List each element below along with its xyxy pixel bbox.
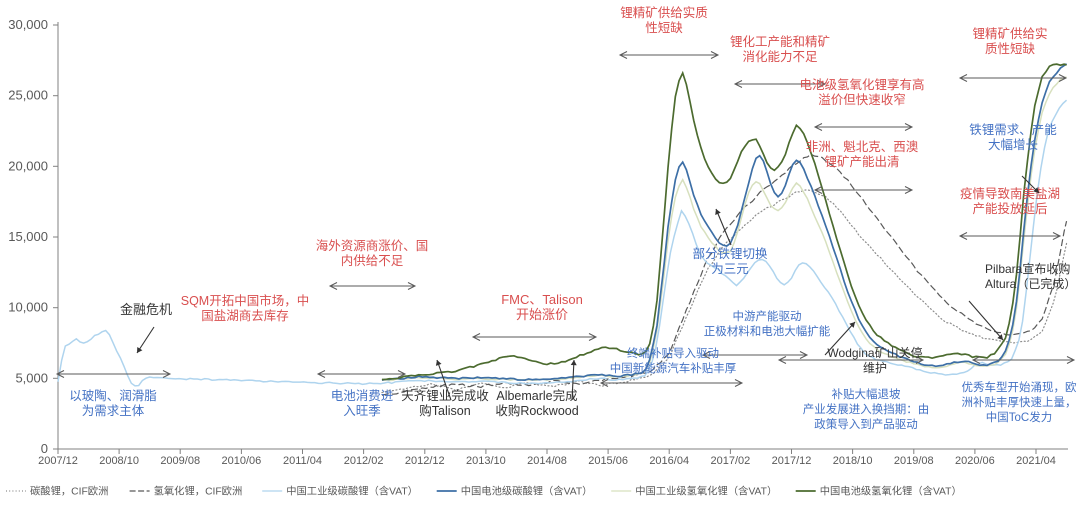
svg-text:FMC、Talison: FMC、Talison <box>501 292 583 307</box>
svg-text:优秀车型开始涌现，欧: 优秀车型开始涌现，欧 <box>962 380 1077 394</box>
svg-text:2017/12: 2017/12 <box>772 455 812 467</box>
svg-text:2007/12: 2007/12 <box>38 455 78 467</box>
svg-text:购Talison: 购Talison <box>419 403 470 418</box>
svg-text:中国电池级氢氧化锂（含VAT）: 中国电池级氢氧化锂（含VAT） <box>820 485 962 498</box>
svg-text:2019/08: 2019/08 <box>894 455 934 467</box>
svg-text:中国新能源汽车补贴丰厚: 中国新能源汽车补贴丰厚 <box>610 361 737 375</box>
svg-text:2016/04: 2016/04 <box>649 455 689 467</box>
svg-text:2009/08: 2009/08 <box>160 455 200 467</box>
svg-text:Pilbara宣布收购: Pilbara宣布收购 <box>985 261 1070 276</box>
svg-text:2013/10: 2013/10 <box>466 455 506 467</box>
svg-text:大幅增长: 大幅增长 <box>988 137 1039 152</box>
svg-text:Wodgina矿山关停: Wodgina矿山关停 <box>827 345 922 360</box>
svg-text:中游产能驱动: 中游产能驱动 <box>733 309 802 323</box>
svg-text:2012/02: 2012/02 <box>344 455 384 467</box>
svg-text:产能投放延后: 产能投放延后 <box>972 201 1047 216</box>
svg-text:2008/10: 2008/10 <box>99 455 139 467</box>
svg-text:为三元: 为三元 <box>711 262 749 276</box>
svg-text:氢氧化锂，CIF欧洲: 氢氧化锂，CIF欧洲 <box>154 485 243 498</box>
svg-text:开始涨价: 开始涨价 <box>516 307 568 322</box>
svg-text:性短缺: 性短缺 <box>645 20 683 35</box>
svg-text:入旺季: 入旺季 <box>343 404 381 418</box>
svg-text:维护: 维护 <box>863 361 887 375</box>
svg-text:海外资源商涨价、国: 海外资源商涨价、国 <box>316 238 429 253</box>
svg-text:2021/04: 2021/04 <box>1016 455 1056 467</box>
svg-text:2012/12: 2012/12 <box>405 455 445 467</box>
svg-text:30,000: 30,000 <box>8 17 48 32</box>
svg-text:终端补贴导入驱动: 终端补贴导入驱动 <box>627 346 719 360</box>
svg-text:2020/06: 2020/06 <box>955 455 995 467</box>
svg-text:消化能力不足: 消化能力不足 <box>742 50 818 64</box>
svg-text:2015/06: 2015/06 <box>588 455 628 467</box>
svg-text:疫情导致南美盐湖: 疫情导致南美盐湖 <box>960 186 1060 201</box>
svg-text:电池级氢氧化锂享有高: 电池级氢氧化锂享有高 <box>799 77 924 92</box>
svg-text:Altura（已完成）: Altura（已完成） <box>985 276 1076 291</box>
svg-text:锂化工产能和精矿: 锂化工产能和精矿 <box>730 34 830 49</box>
svg-text:为需求主体: 为需求主体 <box>82 404 145 418</box>
svg-text:2018/10: 2018/10 <box>833 455 873 467</box>
svg-text:SQM开拓中国市场，中: SQM开拓中国市场，中 <box>181 293 309 308</box>
svg-text:锂精矿供给实: 锂精矿供给实 <box>972 26 1047 41</box>
svg-text:2017/02: 2017/02 <box>711 455 751 467</box>
svg-text:中国电池级碳酸锂（含VAT）: 中国电池级碳酸锂（含VAT） <box>461 485 593 498</box>
svg-text:锂精矿供给实质: 锂精矿供给实质 <box>620 5 708 20</box>
svg-text:2011/04: 2011/04 <box>283 455 322 467</box>
svg-text:部分铁锂切换: 部分铁锂切换 <box>692 246 768 261</box>
svg-text:碳酸锂，CIF欧洲: 碳酸锂，CIF欧洲 <box>30 485 108 498</box>
svg-text:电池消费进: 电池消费进 <box>331 389 394 403</box>
svg-text:以玻陶、润滑脂: 以玻陶、润滑脂 <box>69 388 157 403</box>
svg-text:Albemarle完成: Albemarle完成 <box>496 388 577 403</box>
svg-text:2010/06: 2010/06 <box>222 455 262 467</box>
svg-text:中国工业级氢氧化锂（含VAT）: 中国工业级氢氧化锂（含VAT） <box>635 485 777 498</box>
svg-text:0: 0 <box>41 441 48 456</box>
svg-text:国盐湖商去库存: 国盐湖商去库存 <box>201 308 289 323</box>
svg-text:15,000: 15,000 <box>8 229 48 244</box>
svg-text:溢价但快速收窄: 溢价但快速收窄 <box>818 92 906 107</box>
svg-text:补贴大幅退坡: 补贴大幅退坡 <box>832 387 901 401</box>
svg-text:收购Rockwood: 收购Rockwood <box>495 403 578 418</box>
svg-text:10,000: 10,000 <box>8 300 48 315</box>
svg-text:非洲、魁北克、西澳: 非洲、魁北克、西澳 <box>806 139 919 154</box>
svg-text:内供给不足: 内供给不足 <box>341 254 404 268</box>
svg-text:产业发展进入换挡期：由: 产业发展进入换挡期：由 <box>803 402 930 416</box>
svg-text:中国ToC发力: 中国ToC发力 <box>986 410 1052 424</box>
svg-text:正极材料和电池大幅扩能: 正极材料和电池大幅扩能 <box>704 324 831 338</box>
svg-text:铁锂需求、产能: 铁锂需求、产能 <box>969 122 1057 137</box>
svg-text:20,000: 20,000 <box>8 158 48 173</box>
svg-text:5,000: 5,000 <box>15 370 48 385</box>
svg-text:25,000: 25,000 <box>8 88 48 103</box>
svg-text:天齐锂业完成收: 天齐锂业完成收 <box>401 388 489 403</box>
svg-text:洲补贴丰厚快速上量，: 洲补贴丰厚快速上量， <box>962 395 1077 409</box>
svg-text:中国工业级碳酸锂（含VAT）: 中国工业级碳酸锂（含VAT） <box>286 485 418 498</box>
svg-text:锂矿产能出清: 锂矿产能出清 <box>824 154 899 169</box>
svg-text:质性短缺: 质性短缺 <box>985 41 1036 56</box>
svg-text:政策导入到产品驱动: 政策导入到产品驱动 <box>814 417 918 431</box>
svg-text:2014/08: 2014/08 <box>527 455 567 467</box>
svg-text:金融危机: 金融危机 <box>120 302 172 317</box>
